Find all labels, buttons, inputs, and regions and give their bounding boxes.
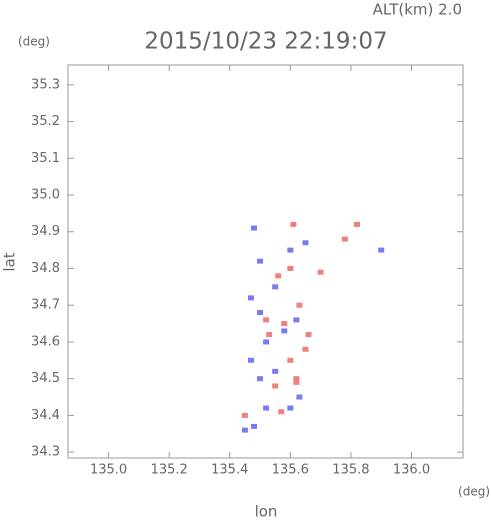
radar-cell xyxy=(281,321,288,327)
y-tick-label: 35.0 xyxy=(31,188,60,203)
radar-cell xyxy=(257,258,264,264)
y-tick-label: 34.7 xyxy=(31,298,60,313)
radar-cell xyxy=(296,394,303,400)
y-tick-label: 34.8 xyxy=(31,261,60,276)
y-unit: (deg) xyxy=(18,35,50,49)
x-tick-label: 135.6 xyxy=(272,463,309,478)
radar-cell xyxy=(287,405,294,411)
radar-cell xyxy=(257,310,264,316)
radar-cell xyxy=(302,240,309,246)
radar-cell xyxy=(257,376,264,382)
y-tick-label: 35.1 xyxy=(31,151,60,166)
x-tick-label: 135.0 xyxy=(90,463,127,478)
y-tick-label: 35.2 xyxy=(31,114,60,129)
radar-cell xyxy=(317,269,324,275)
radar-cell xyxy=(378,247,385,253)
y-tick-label: 34.4 xyxy=(31,408,60,423)
radar-cell xyxy=(293,317,300,323)
plot-frame xyxy=(67,64,464,459)
radar-cell xyxy=(353,221,360,227)
x-tick-label: 135.4 xyxy=(211,463,248,478)
y-tick-label: 34.6 xyxy=(31,334,60,349)
radar-cell xyxy=(250,225,257,231)
y-tick-label: 35.3 xyxy=(31,77,60,92)
radar-cell xyxy=(247,295,254,301)
y-tick-label: 34.9 xyxy=(31,224,60,239)
radar-cell xyxy=(293,376,300,382)
radar-cell xyxy=(250,423,257,429)
chart-title: 2015/10/23 22:19:07 xyxy=(144,29,387,55)
radar-cell xyxy=(272,284,279,290)
radar-cell xyxy=(341,236,348,242)
x-tick-label: 136.0 xyxy=(393,463,430,478)
radar-cell xyxy=(287,247,294,253)
radar-cell xyxy=(263,405,270,411)
radar-cell xyxy=(293,379,300,385)
x-tick-label: 135.8 xyxy=(332,463,369,478)
x-axis-label: lon xyxy=(255,503,278,521)
radar-cell xyxy=(266,332,273,338)
radar-cell xyxy=(272,383,279,389)
radar-cell xyxy=(287,265,294,271)
radar-cell xyxy=(287,357,294,363)
y-tick-label: 34.3 xyxy=(31,445,60,460)
radar-cell xyxy=(241,427,248,433)
radar-cell xyxy=(296,302,303,308)
radar-cell xyxy=(305,332,312,338)
radar-cell xyxy=(275,273,282,279)
radar-cell xyxy=(278,409,285,415)
radar-cell xyxy=(241,412,248,418)
radar-cell xyxy=(247,357,254,363)
radar-cell xyxy=(281,328,288,334)
y-axis-label: lat xyxy=(1,252,19,271)
radar-cell xyxy=(272,368,279,374)
x-tick-label: 135.2 xyxy=(151,463,188,478)
radar-cell xyxy=(263,317,270,323)
y-tick-label: 34.5 xyxy=(31,371,60,386)
radar-cell xyxy=(302,346,309,352)
x-unit: (deg) xyxy=(458,485,490,499)
radar-cell xyxy=(263,339,270,345)
altitude-label: ALT(km) 2.0 xyxy=(373,1,462,19)
radar-cell xyxy=(290,221,297,227)
